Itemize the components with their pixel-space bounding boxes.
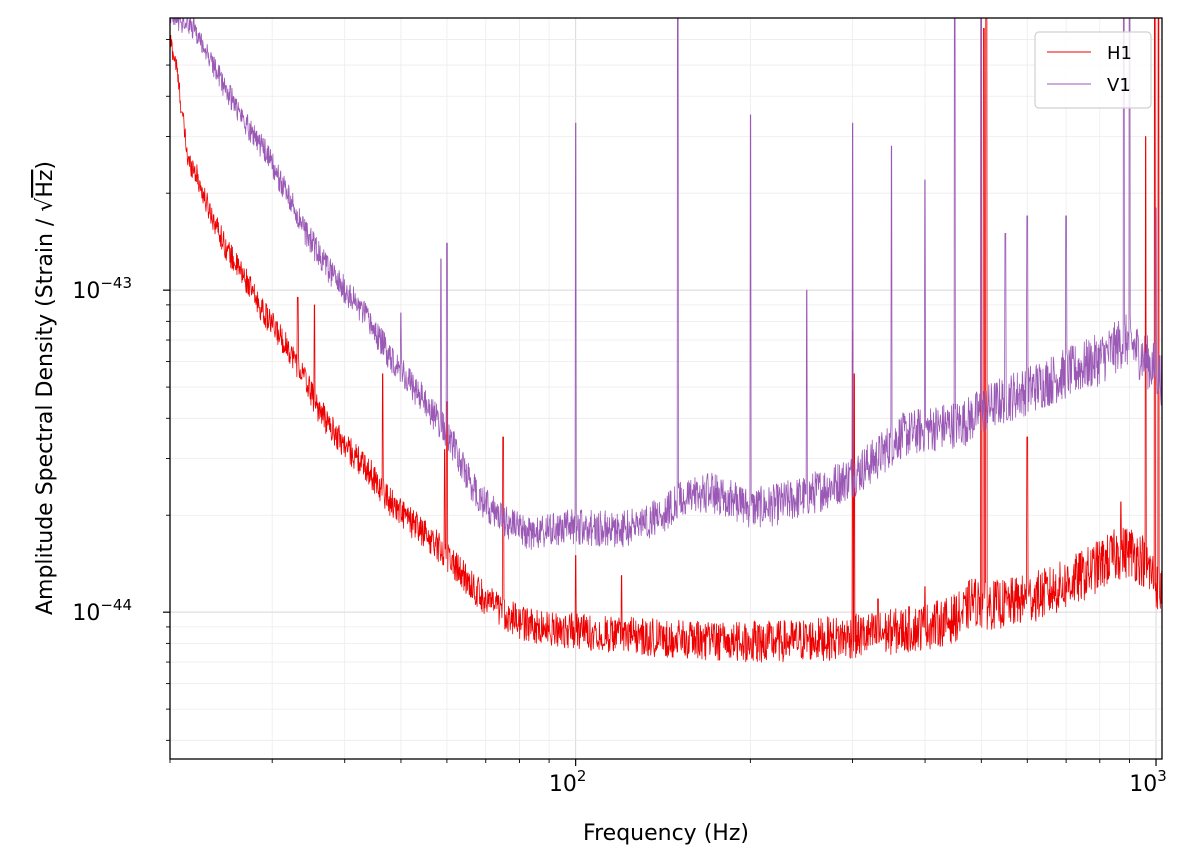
y-axis-label-suffix: ) bbox=[33, 161, 58, 170]
svg-text:Amplitude Spectral Density (St: Amplitude Spectral Density (Strain / √Hz… bbox=[33, 161, 58, 615]
ticks: 102 103 10−44 10−43 bbox=[72, 39, 1167, 797]
x-tick-label: 102 bbox=[549, 767, 587, 797]
y-axis-label: Amplitude Spectral Density (Strain / √Hz… bbox=[33, 161, 58, 615]
x-tick-label: 103 bbox=[1129, 767, 1167, 797]
series-line-v1 bbox=[170, 18, 1162, 550]
legend-box bbox=[1034, 31, 1152, 109]
x-axis-label: Frequency (Hz) bbox=[583, 821, 749, 846]
y-tick-label: 10−43 bbox=[72, 274, 132, 304]
series-layer bbox=[170, 18, 1162, 663]
y-axis-label-radicand: Hz bbox=[33, 170, 58, 198]
legend-label-v1: V1 bbox=[1107, 75, 1131, 96]
plot-frame bbox=[169, 17, 1163, 760]
y-tick-label: 10−44 bbox=[72, 596, 132, 626]
series-line-h1 bbox=[170, 18, 1162, 663]
legend: H1 V1 bbox=[1034, 31, 1152, 109]
y-axis-label-prefix: Amplitude Spectral Density (Strain / bbox=[33, 212, 58, 615]
legend-label-h1: H1 bbox=[1107, 43, 1132, 64]
y-axis-label-radical: √ bbox=[33, 197, 58, 212]
